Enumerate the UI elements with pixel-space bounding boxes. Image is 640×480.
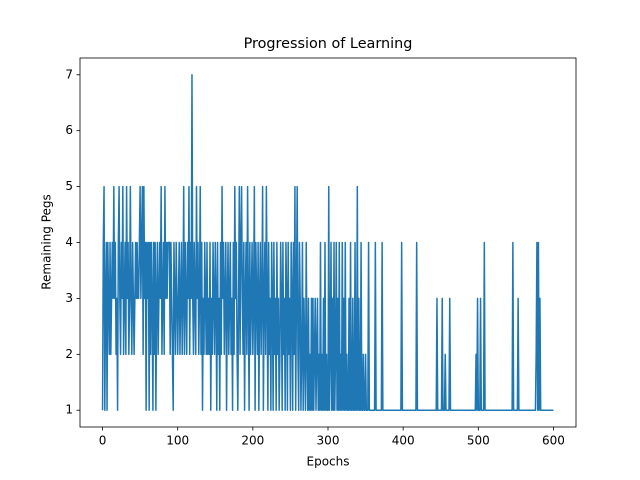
- x-tick-label: 0: [99, 434, 107, 448]
- y-tick-label: 6: [65, 123, 73, 137]
- y-tick-label: 7: [65, 67, 73, 81]
- y-tick-label: 2: [65, 347, 73, 361]
- y-tick-label: 4: [65, 235, 73, 249]
- x-tick-label: 300: [317, 434, 340, 448]
- x-tick-label: 400: [392, 434, 415, 448]
- x-tick-label: 600: [542, 434, 565, 448]
- data-line: [101, 74, 554, 411]
- x-tick-label: 200: [241, 434, 264, 448]
- plot-frame: [79, 57, 577, 428]
- y-tick-label: 1: [65, 403, 73, 417]
- x-axis-label: Epochs: [307, 455, 350, 469]
- chart-title: Progression of Learning: [244, 36, 413, 52]
- y-tick-label: 3: [65, 291, 73, 305]
- x-tick-label: 100: [166, 434, 189, 448]
- y-tick-label: 5: [65, 179, 73, 193]
- y-axis-label: Remaining Pegs: [40, 194, 54, 290]
- x-tick-label: 500: [467, 434, 490, 448]
